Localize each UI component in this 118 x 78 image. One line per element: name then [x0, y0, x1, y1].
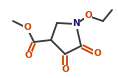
Text: O: O: [24, 51, 32, 61]
Text: O: O: [23, 23, 31, 33]
Text: O: O: [93, 50, 101, 58]
Text: N: N: [72, 20, 80, 28]
Text: O: O: [84, 11, 92, 21]
Text: O: O: [61, 66, 69, 74]
